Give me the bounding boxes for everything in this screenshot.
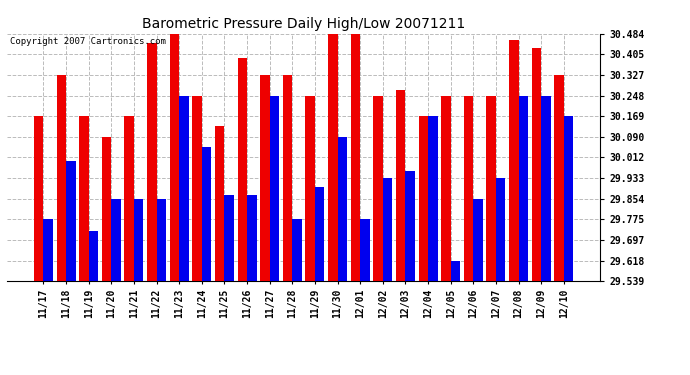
- Bar: [57, 75, 66, 281]
- Bar: [170, 34, 179, 281]
- Bar: [554, 75, 564, 281]
- Bar: [328, 34, 337, 281]
- Bar: [486, 96, 496, 281]
- Bar: [79, 116, 88, 281]
- Bar: [34, 116, 43, 281]
- Bar: [451, 261, 460, 281]
- Bar: [201, 147, 211, 281]
- Bar: [473, 199, 483, 281]
- Bar: [564, 116, 573, 281]
- Bar: [351, 34, 360, 281]
- Bar: [124, 116, 134, 281]
- Bar: [532, 48, 541, 281]
- Bar: [260, 75, 270, 281]
- Bar: [541, 96, 551, 281]
- Bar: [293, 219, 302, 281]
- Bar: [224, 195, 234, 281]
- Bar: [464, 96, 473, 281]
- Bar: [315, 187, 324, 281]
- Bar: [88, 231, 98, 281]
- Bar: [441, 96, 451, 281]
- Text: Copyright 2007 Cartronics.com: Copyright 2007 Cartronics.com: [10, 38, 166, 46]
- Bar: [428, 116, 437, 281]
- Bar: [237, 58, 247, 281]
- Bar: [147, 43, 157, 281]
- Bar: [360, 219, 370, 281]
- Bar: [66, 161, 75, 281]
- Bar: [270, 96, 279, 281]
- Bar: [193, 96, 201, 281]
- Bar: [509, 40, 519, 281]
- Bar: [283, 75, 293, 281]
- Bar: [519, 96, 528, 281]
- Bar: [111, 199, 121, 281]
- Bar: [306, 96, 315, 281]
- Bar: [419, 116, 428, 281]
- Title: Barometric Pressure Daily High/Low 20071211: Barometric Pressure Daily High/Low 20071…: [142, 17, 465, 31]
- Bar: [373, 96, 383, 281]
- Bar: [157, 199, 166, 281]
- Bar: [43, 219, 53, 281]
- Bar: [337, 137, 347, 281]
- Bar: [101, 137, 111, 281]
- Bar: [496, 178, 506, 281]
- Bar: [215, 126, 224, 281]
- Bar: [396, 90, 406, 281]
- Bar: [134, 199, 144, 281]
- Bar: [179, 96, 188, 281]
- Bar: [247, 195, 257, 281]
- Bar: [383, 178, 393, 281]
- Bar: [406, 171, 415, 281]
